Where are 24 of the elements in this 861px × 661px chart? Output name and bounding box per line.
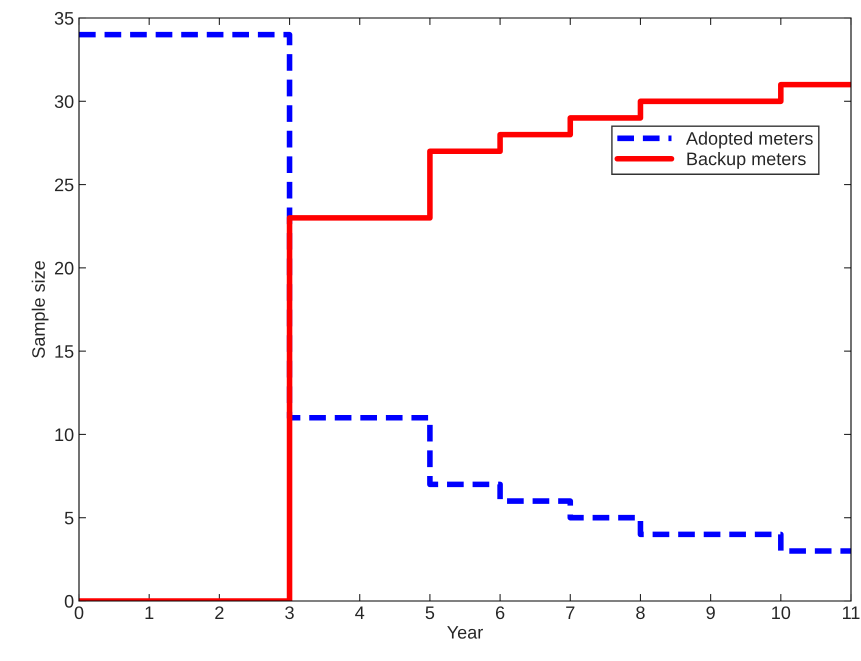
x-tick-label: 5	[426, 606, 434, 620]
x-axis-title: Year	[447, 626, 483, 639]
x-tick-label: 2	[215, 606, 224, 619]
y-tick-label: 0	[64, 594, 74, 608]
y-tick-label: 30	[54, 95, 74, 108]
x-tick-label: 1	[146, 606, 154, 619]
x-tick-label: 11	[843, 606, 860, 619]
legend-label: Backup meters	[687, 152, 806, 169]
x-tick-label: 0	[74, 606, 84, 620]
y-tick-label: 15	[55, 345, 74, 358]
y-tick-label: 20	[54, 262, 74, 275]
x-tick-label: 9	[706, 606, 715, 620]
y-tick-label: 35	[54, 12, 74, 25]
x-tick-label: 8	[636, 606, 645, 620]
y-tick-label: 10	[55, 428, 74, 442]
y-tick-label: 25	[54, 178, 74, 192]
x-tick-label: 4	[355, 606, 364, 619]
x-tick-label: 7	[566, 606, 574, 619]
x-tick-label: 10	[772, 606, 790, 620]
legend-label: Adopted meters	[686, 132, 813, 148]
y-axis-title: Sample size	[32, 261, 48, 358]
x-tick-label: 6	[496, 606, 504, 620]
x-tick-label: 3	[285, 606, 294, 620]
y-tick-label: 5	[64, 512, 74, 524]
